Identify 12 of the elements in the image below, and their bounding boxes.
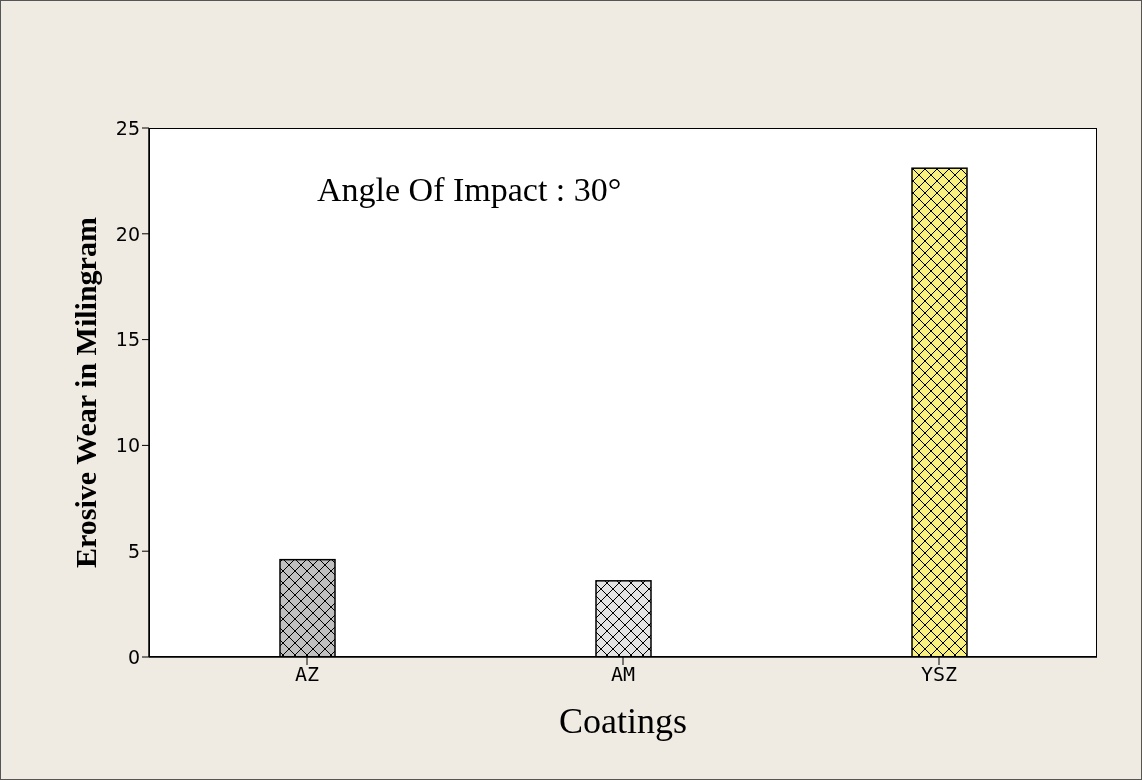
y-tick-label: 0 xyxy=(127,645,140,668)
y-tick-label: 5 xyxy=(127,539,140,562)
x-tick-label: YSZ xyxy=(920,662,958,687)
y-tick-label: 20 xyxy=(115,222,140,245)
x-tick-label: AZ xyxy=(294,662,320,687)
y-tick-label: 15 xyxy=(115,328,140,351)
annotation: Angle Of Impact : 30° xyxy=(317,171,622,209)
y-axis-title: Erosive Wear in Milingram xyxy=(68,217,102,568)
x-axis-title: Coatings xyxy=(558,701,688,741)
y-tick-label: 25 xyxy=(115,116,140,139)
x-tick-label: AM xyxy=(610,662,636,687)
y-tick-label: 10 xyxy=(115,434,140,457)
